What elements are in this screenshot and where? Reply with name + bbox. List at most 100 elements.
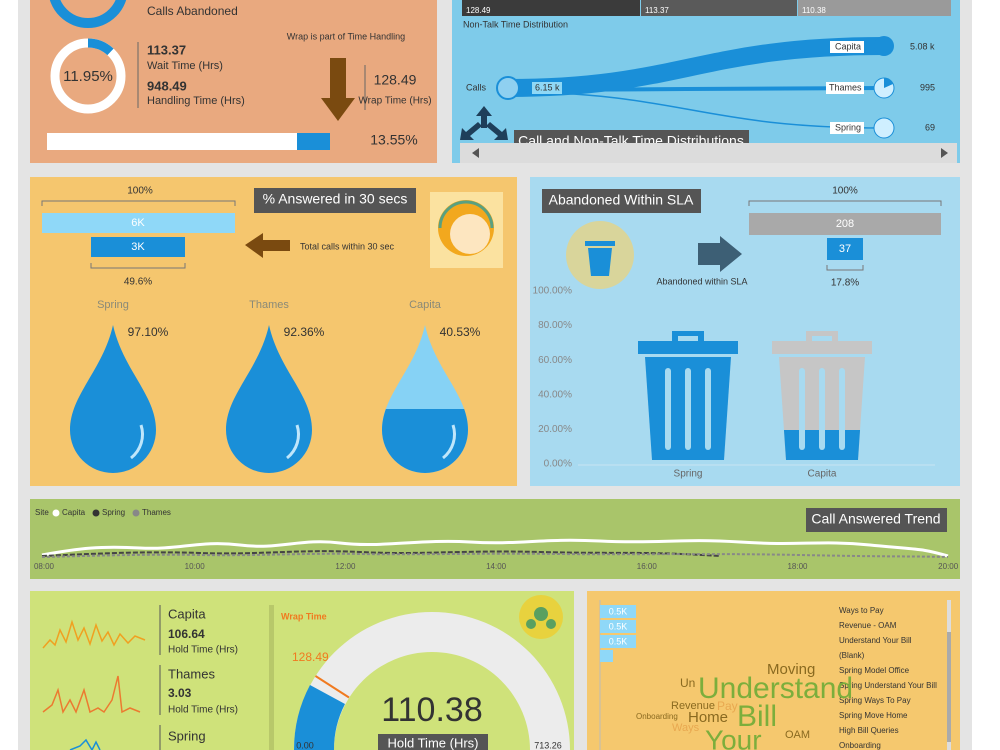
count-bar [600,650,613,662]
gauge-label: Hold Time (Hrs) [387,735,478,750]
total-bar [42,213,235,233]
topic: Spring Move Home [839,711,908,720]
rate-arc [87,38,114,56]
agent-headset [438,200,494,229]
bin-lid [638,341,738,354]
source-value: 6.15 k [535,82,560,92]
sparkline [42,619,146,649]
bin-label: Spring [674,469,703,480]
node [873,117,895,139]
team-icon [534,607,548,621]
note: Wrap is part of Time Handling [287,31,405,41]
topic: Revenue - OAM [839,621,897,630]
arrow [698,236,742,272]
label-bg [830,122,864,134]
bracket [826,265,864,271]
x-label: 12:00 [335,562,356,571]
topic: Spring Model Office [839,666,910,675]
count-bar [600,620,636,633]
legend-marker [52,509,60,517]
pct: 100% [127,186,153,197]
topics-panel [587,591,960,750]
word: Pay [717,699,738,713]
x-label: 08:00 [34,562,55,571]
topic: High Bill Queries [839,726,899,735]
arrow-head [321,98,355,121]
drop [70,325,156,473]
title: Abandoned Within SLA [549,192,694,208]
bracket [748,200,942,206]
scroll-right[interactable] [941,148,948,158]
title: % Answered in 30 secs [263,191,408,207]
value: 106.64 [168,627,205,641]
bar-label: 110.38 [802,6,826,15]
share: 13.55% [370,132,417,148]
sparkline [42,675,141,715]
legend-label: Spring [102,508,125,517]
total: 208 [836,218,854,230]
within: 37 [839,243,851,255]
bar [798,0,951,16]
progress-track [47,133,330,150]
label-bg [826,82,864,94]
scroll-track [269,605,274,750]
node-slice [884,78,893,88]
drop-shine [130,424,144,460]
team-icon [546,619,556,629]
label-bg [532,82,562,94]
value: 948.49 [147,78,187,93]
word: Bill [737,700,777,733]
label-bg [830,41,864,53]
label: Wait Time (Hrs) [147,60,223,72]
target-label: Thames [829,82,862,92]
trend-panel [30,499,960,579]
bin-handle [806,331,838,341]
legend-title: Site [35,508,49,517]
bin-stripe [839,368,845,450]
within-bar [827,238,863,260]
label: Hold Time (Hrs) [168,705,238,716]
drop-shine [442,424,456,460]
rate: 11.95% [63,68,113,85]
gauge-max: 713.26 [534,740,562,750]
count-bar [600,635,636,648]
wrap-value: 128.49 [292,650,329,664]
pct: 97.10% [128,325,169,339]
label: Hold Time (Hrs) [168,645,238,656]
bin-stripe [705,368,711,450]
word: Onboarding [636,712,678,721]
bar [462,0,640,16]
label: Calls Abandoned [147,4,238,18]
target-value: 69 [925,122,935,132]
word: Your [705,724,762,750]
wrap-label: Wrap Time [281,611,327,621]
subtitle: Non-Talk Time Distribution [463,19,568,29]
topic: Onboarding [839,741,881,750]
value: 3.03 [168,686,192,700]
topic: Ways to Pay [839,606,884,615]
x-label: 14:00 [486,562,507,571]
x-label: 20:00 [938,562,959,571]
scroll-left[interactable] [472,148,479,158]
bar-label: 128.49 [466,6,491,15]
pct: 92.36% [284,325,325,339]
note: Abandoned within SLA [656,276,747,286]
x-label: 18:00 [787,562,808,571]
pct: 49.6% [124,277,152,288]
within-bar [91,237,185,257]
topic: Spring Ways To Pay [839,696,911,705]
x-label: 16:00 [637,562,658,571]
bar [641,0,797,16]
legend-label: Capita [62,508,86,517]
scroll-thumb[interactable] [947,632,951,742]
topic: (Blank) [839,651,865,660]
topic: Spring Understand Your Bill [839,681,937,690]
word: Un [680,676,695,690]
bin-label: Capita [808,469,837,480]
gauge-value: 110.38 [381,691,482,729]
arrow-shaft [330,58,346,100]
gauge-min: 0.00 [296,740,314,750]
legend-label: Thames [142,508,171,517]
scrollbar [460,143,957,163]
legend-marker [92,509,100,517]
